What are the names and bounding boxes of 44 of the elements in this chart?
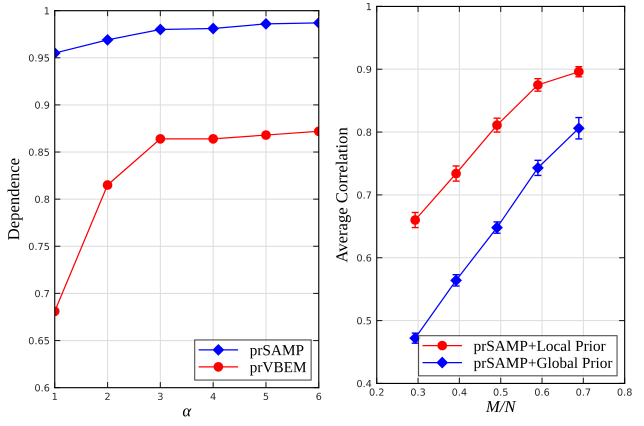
legend-label: prSAMP <box>250 345 304 358</box>
y-tick-label: 0.9 <box>357 66 372 74</box>
y-tick-label: 0.9 <box>35 101 50 109</box>
x-tick-label: 6 <box>316 392 322 400</box>
y-tick-label: 0.95 <box>28 54 50 62</box>
point <box>154 24 166 36</box>
x-axis-title: M/N <box>486 401 516 412</box>
point <box>155 134 166 144</box>
x-axis-title: α <box>182 408 192 416</box>
y-tick-label: 0.8 <box>357 128 372 136</box>
point <box>102 34 114 46</box>
y-tick-label: 0.4 <box>357 380 372 388</box>
point <box>261 130 271 140</box>
x-tick-label: 0.4 <box>452 388 467 396</box>
y-tick-label: 0.85 <box>28 148 50 156</box>
x-tick-label: 2 <box>105 392 110 400</box>
legend-label: prSAMP+Global Prior <box>474 357 612 372</box>
x-tick-label: 0.6 <box>534 388 550 396</box>
x-tick-label: 0.2 <box>370 388 384 396</box>
y-tick-label: 0.75 <box>28 242 50 250</box>
x-tick-label: 3 <box>158 392 163 400</box>
point <box>260 18 272 30</box>
point <box>102 180 112 190</box>
x-tick-label: 1 <box>52 392 57 400</box>
x-tick-label: 0.8 <box>618 388 632 396</box>
y-tick-label: 0.7 <box>35 290 50 298</box>
y-tick-label: 0.7 <box>357 191 372 199</box>
x-tick-label: 0.7 <box>576 388 590 396</box>
y-axis-title: Average Correlation <box>336 128 351 262</box>
y-tick-label: 0.8 <box>35 196 50 203</box>
point <box>208 22 219 34</box>
y-tick-label: 0.65 <box>28 337 50 344</box>
y-tick-label: 1 <box>366 2 371 10</box>
x-tick-label: 5 <box>264 392 268 400</box>
x-tick-label: 4 <box>210 392 216 400</box>
x-tick-label: 0.3 <box>410 388 426 396</box>
y-tick-label: 0.5 <box>357 317 372 324</box>
legend-label: prVBEM <box>250 362 306 376</box>
y-tick-label: 0.6 <box>357 254 372 262</box>
y-axis-title: Dependence <box>8 158 23 240</box>
legend-label: prSAMP+Local Prior <box>474 340 606 354</box>
x-tick-label: 0.5 <box>494 388 508 396</box>
point <box>208 134 218 144</box>
y-tick-label: 1 <box>44 7 49 14</box>
